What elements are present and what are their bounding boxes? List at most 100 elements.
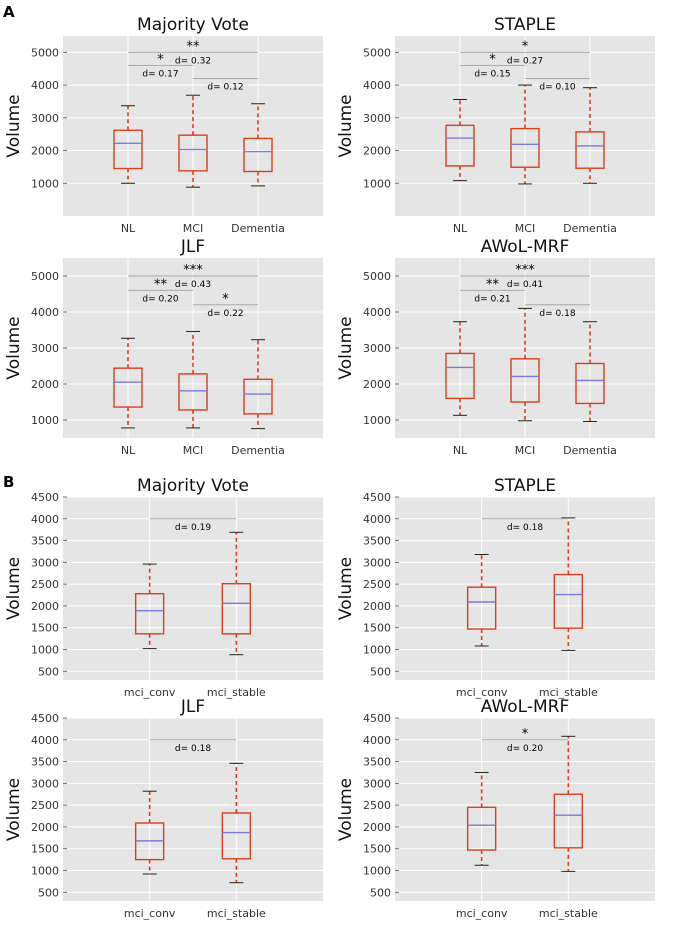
panel-letter-a: A (3, 3, 15, 21)
significance-stars: ** (154, 277, 168, 292)
chart-title: Majority Vote (137, 476, 249, 496)
y-tick-label: 1000 (363, 177, 391, 190)
y-tick-label: 4500 (31, 491, 59, 504)
y-axis-title: Volume (4, 778, 24, 841)
box-iqr (575, 131, 605, 169)
x-tick-label: MCI (183, 444, 203, 457)
y-tick-label: 3500 (31, 535, 59, 548)
box-iqr (243, 137, 273, 173)
comparison-NL-Dementia: * d= 0.27 (460, 39, 590, 66)
box-Dementia (575, 321, 605, 422)
chart-title: JLF (180, 697, 205, 717)
y-tick-label: 2000 (363, 821, 391, 834)
y-tick-label: 2000 (363, 145, 391, 158)
y-tick-label: 2500 (31, 578, 59, 591)
subplot-4: 1000 2000 3000 4000 5000 NL MCI Dementia AWoL-MR… (336, 237, 655, 457)
comparison-mci_conv-mci_stable: * d= 0.20 (481, 727, 569, 754)
subplot-2: 1000 2000 3000 4000 5000 NL MCI Dementia STAPLE V… (336, 15, 655, 235)
x-tick-label: mci_stable (207, 907, 266, 920)
y-tick-label: 500 (38, 886, 59, 899)
subplot-7: 500 1000 1500 2000 2500 3000 3500 4000 4500 mci_c… (4, 697, 323, 920)
box-iqr (221, 812, 252, 860)
subplot-6: 500 1000 1500 2000 2500 3000 3500 4000 4500 mci_c… (336, 476, 655, 699)
y-tick-label: 5000 (363, 46, 391, 59)
subplot-8: 500 1000 1500 2000 2500 3000 3500 4000 4500 mci_c… (336, 697, 655, 920)
y-axis-title: Volume (336, 557, 356, 620)
box-iqr (466, 586, 497, 630)
box-MCI (510, 307, 540, 422)
significance-stars: * (157, 52, 164, 67)
y-tick-label: 2500 (363, 799, 391, 812)
comparison-NL-Dementia: *** d= 0.43 (128, 263, 258, 290)
box-iqr (134, 593, 165, 635)
y-tick-label: 2000 (363, 378, 391, 391)
box-NL (445, 98, 475, 182)
box-iqr (178, 373, 208, 411)
x-tick-label: Dementia (563, 444, 617, 457)
chart-title: STAPLE (494, 15, 556, 35)
effect-size-label: d= 0.18 (539, 309, 575, 319)
x-tick-label: NL (453, 222, 468, 235)
box-Dementia (575, 87, 605, 184)
y-tick-label: 4500 (31, 712, 59, 725)
significance-stars: *** (183, 263, 203, 278)
box-iqr (575, 362, 605, 405)
y-tick-label: 1000 (31, 414, 59, 427)
effect-size-label: d= 0.17 (142, 69, 178, 79)
y-tick-label: 2000 (31, 821, 59, 834)
chart-title: JLF (180, 237, 205, 257)
x-tick-label: MCI (183, 222, 203, 235)
box-Dementia (243, 103, 273, 187)
y-axis-title: Volume (336, 778, 356, 841)
y-tick-label: 5000 (31, 46, 59, 59)
x-tick-label: NL (121, 444, 136, 457)
x-tick-label: mci_stable (539, 907, 598, 920)
box-MCI (178, 94, 208, 188)
y-tick-label: 4000 (31, 734, 59, 747)
box-NL (445, 321, 475, 416)
y-axis-title: Volume (336, 316, 356, 379)
y-axis-title: Volume (4, 316, 24, 379)
box-mci_stable (221, 762, 252, 884)
y-tick-label: 4000 (31, 79, 59, 92)
y-tick-label: 2000 (31, 145, 59, 158)
box-NL (113, 337, 143, 429)
y-tick-label: 500 (370, 665, 391, 678)
y-axis-title: Volume (336, 94, 356, 157)
box-iqr (510, 358, 540, 403)
y-tick-label: 4000 (363, 513, 391, 526)
effect-size-label: d= 0.32 (175, 56, 211, 66)
x-tick-label: mci_conv (124, 907, 176, 920)
x-tick-label: mci_conv (124, 686, 176, 699)
y-tick-label: 3500 (31, 756, 59, 769)
y-tick-label: 3000 (363, 112, 391, 125)
x-tick-label: NL (453, 444, 468, 457)
y-tick-label: 500 (38, 665, 59, 678)
x-tick-label: Dementia (563, 222, 617, 235)
effect-size-label: d= 0.18 (507, 523, 543, 533)
comparison-MCI-Dementia: d= 0.12 (193, 78, 258, 93)
y-tick-label: 4000 (363, 79, 391, 92)
y-tick-label: 1500 (363, 622, 391, 635)
comparison-MCI-Dementia: d= 0.10 (525, 78, 590, 93)
subplot-1: 1000 2000 3000 4000 5000 NL MCI Dementia Majorit… (4, 15, 323, 235)
significance-stars: * (222, 292, 229, 307)
box-iqr (243, 378, 273, 415)
comparison-NL-Dementia: *** d= 0.41 (460, 263, 590, 290)
effect-size-label: d= 0.20 (507, 744, 543, 754)
x-tick-label: Dementia (231, 222, 285, 235)
y-tick-label: 4000 (363, 734, 391, 747)
box-Dementia (243, 339, 273, 430)
box-iqr (445, 124, 475, 167)
box-mci_stable (553, 517, 584, 651)
comparison-NL-MCI: ** d= 0.20 (128, 277, 193, 304)
box-mci_conv (134, 790, 165, 875)
box-iqr (178, 134, 208, 172)
effect-size-label: d= 0.15 (474, 69, 510, 79)
significance-stars: ** (187, 39, 201, 54)
box-MCI (510, 84, 540, 185)
comparison-MCI-Dementia: * d= 0.22 (193, 292, 258, 319)
effect-size-label: d= 0.18 (175, 744, 211, 754)
box-iqr (553, 793, 584, 849)
